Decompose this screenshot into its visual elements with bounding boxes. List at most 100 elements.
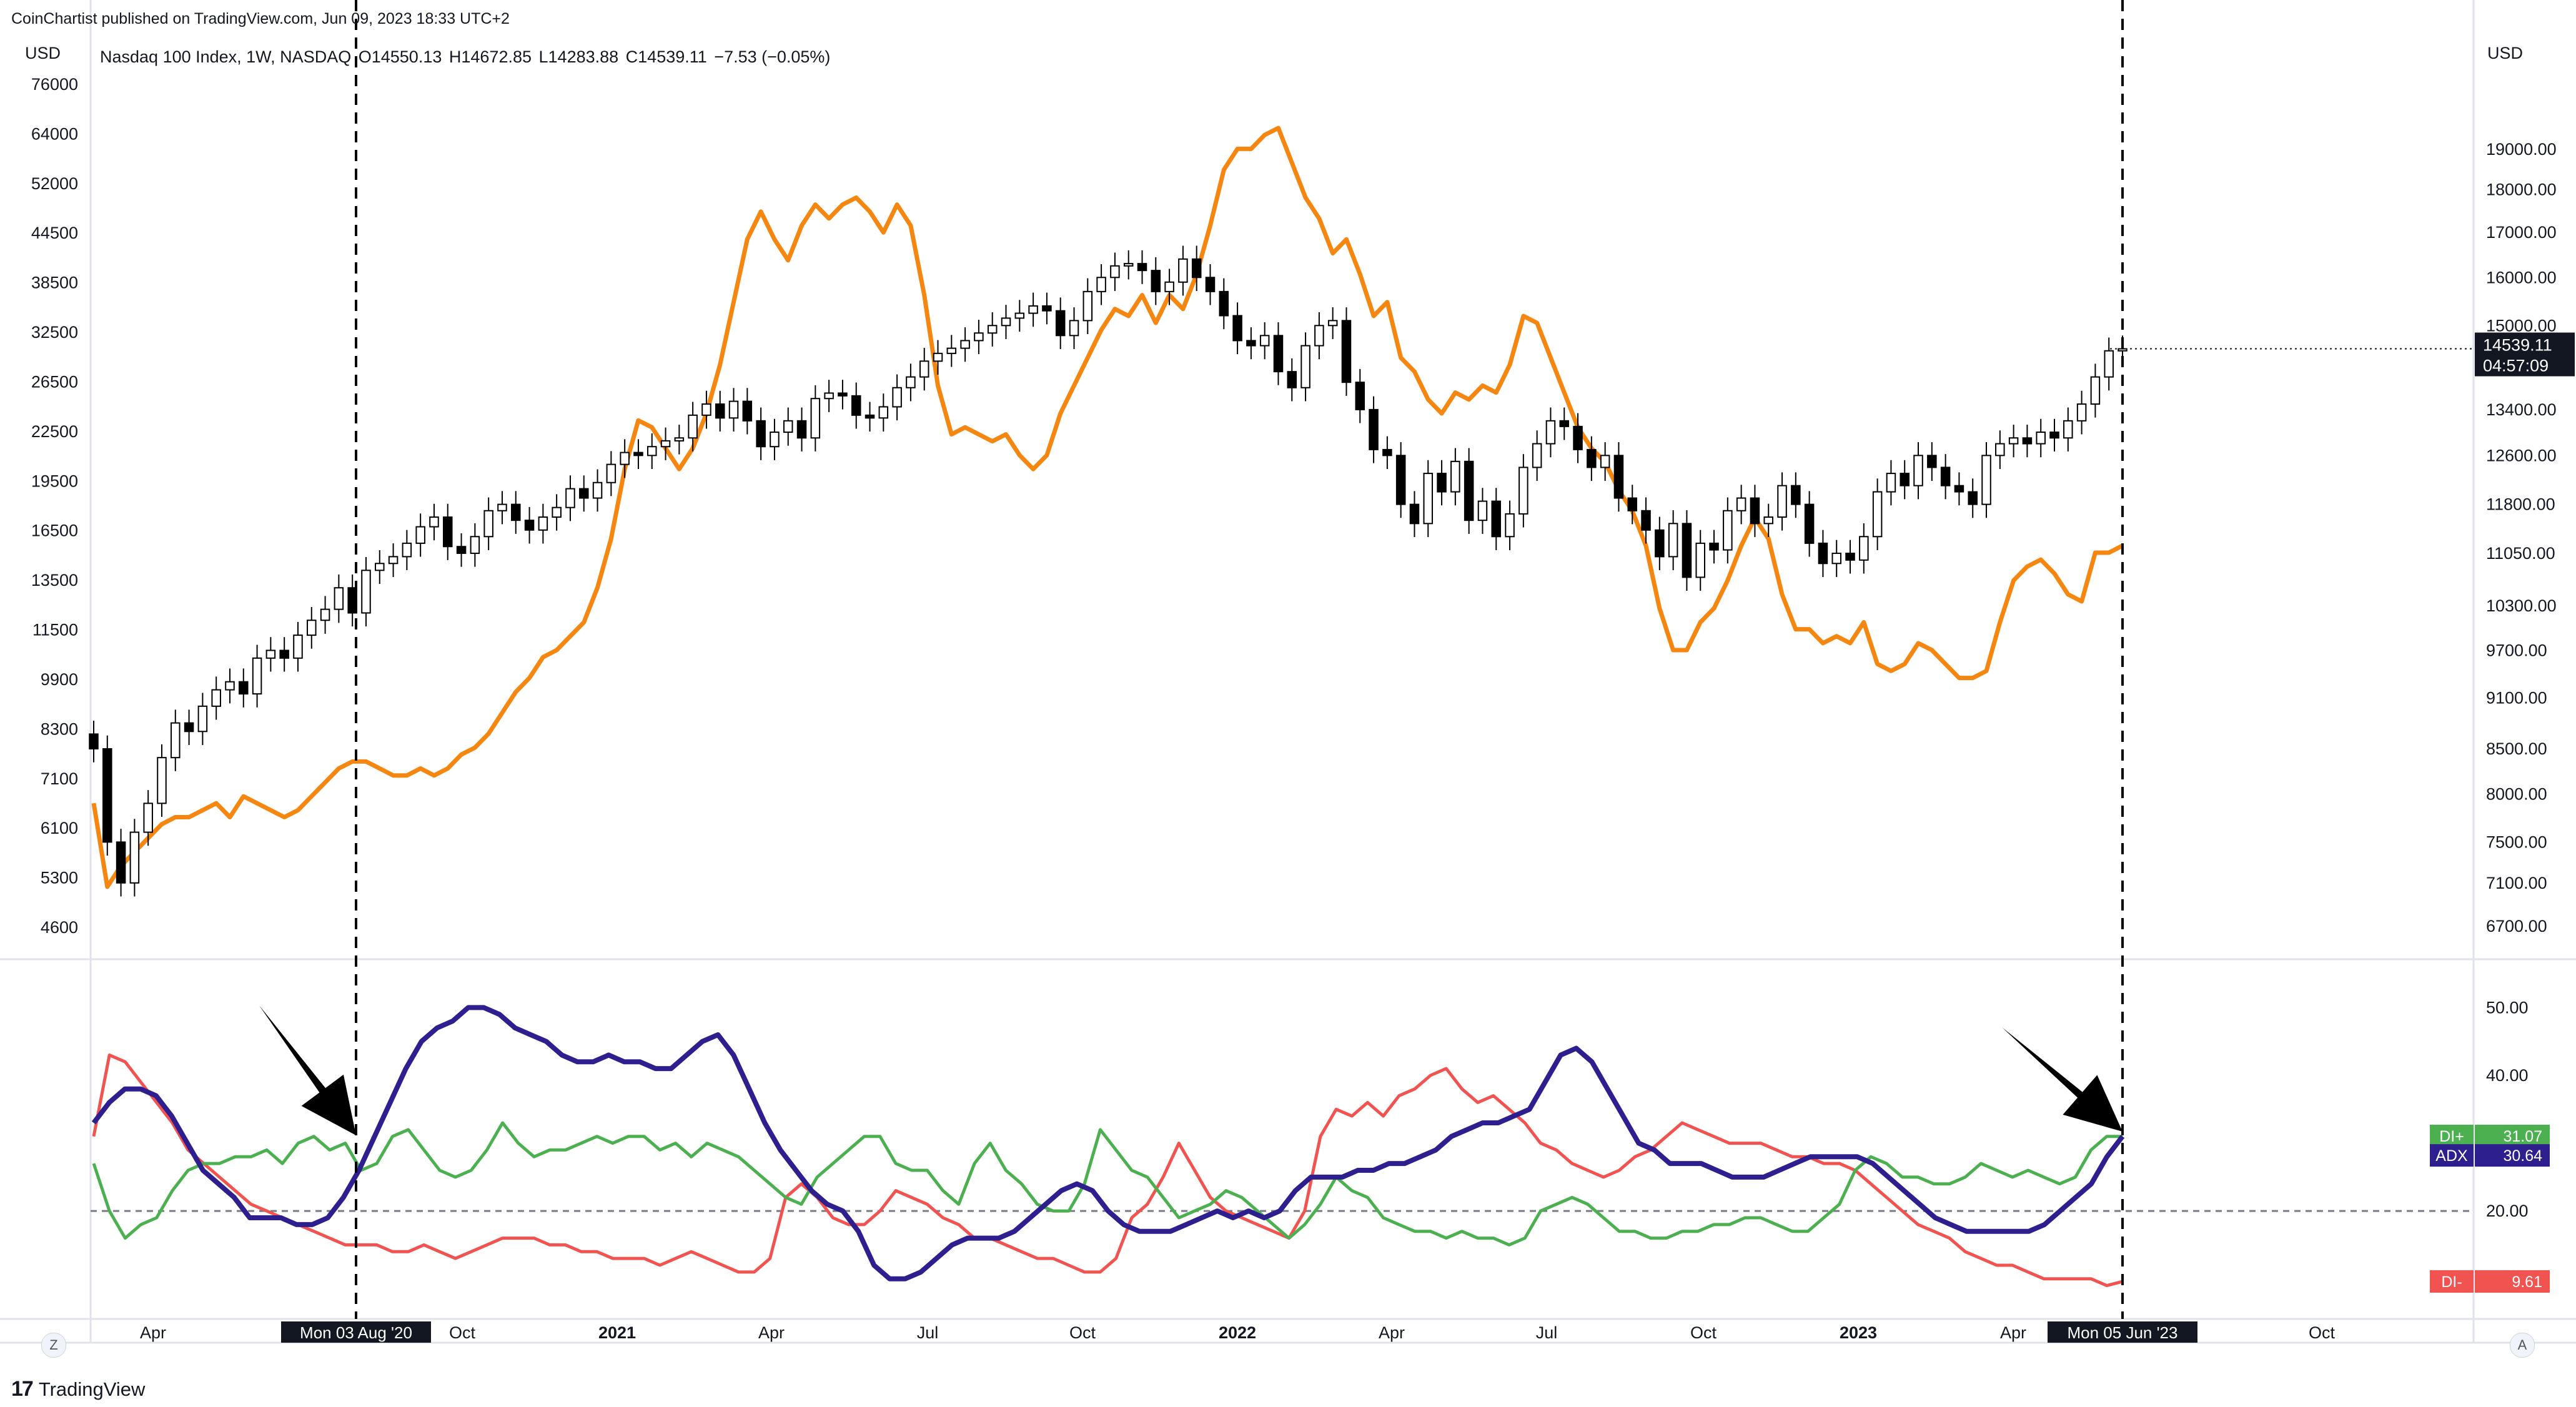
time-axis-year: 2021 <box>598 1323 636 1342</box>
candle-up <box>960 340 970 349</box>
candle-up <box>1259 335 1270 347</box>
candle-up <box>252 657 262 695</box>
candle-down <box>756 420 766 448</box>
candle-down <box>89 733 99 750</box>
candle-up <box>906 376 916 388</box>
candle-down <box>1818 542 1828 565</box>
symbol-title: Nasdaq 100 Index, 1W, NASDAQ <box>100 47 352 66</box>
symbol-legend[interactable]: Nasdaq 100 Index, 1W, NASDAQ O14550.13 H… <box>100 47 833 67</box>
time-axis-month: Apr <box>2000 1323 2026 1342</box>
candle-up <box>552 506 562 518</box>
candle-up <box>1777 485 1787 518</box>
indicator-value-tag-bg <box>2475 1270 2550 1293</box>
candle-up <box>1545 420 1556 445</box>
time-axis-month: Oct <box>1069 1323 1096 1342</box>
candle-up <box>1300 345 1310 388</box>
indicator-name-tag: DI+ <box>2439 1128 2464 1145</box>
candle-up <box>361 570 371 614</box>
time-axis-month: Apr <box>758 1323 785 1342</box>
candle-down <box>456 546 467 554</box>
candle-up <box>974 332 984 342</box>
left-price-tick: 4600 <box>41 918 78 937</box>
candle-up <box>497 503 507 511</box>
time-axis-month: Oct <box>2309 1323 2336 1342</box>
candle-up <box>987 325 998 334</box>
left-price-tick: 8300 <box>41 719 78 738</box>
candle-down <box>1655 529 1665 558</box>
candle-up <box>1505 513 1515 538</box>
tradingview-brand[interactable]: 17 TradingView <box>11 1377 145 1401</box>
right-price-tick: 7500.00 <box>2486 832 2547 851</box>
candle-up <box>565 488 575 508</box>
time-cursor-label: Mon 05 Jun '23 <box>2068 1323 2178 1342</box>
indicator-tick: 40.00 <box>2486 1066 2529 1085</box>
time-axis-month: Apr <box>1379 1323 1405 1342</box>
candle-up <box>2036 432 2046 445</box>
candle-up <box>143 802 153 833</box>
candle-up <box>1723 510 1733 551</box>
right-price-tick: 19000.00 <box>2486 140 2557 159</box>
ohlc-change: −7.53 (−0.05%) <box>714 47 831 66</box>
candle-up <box>402 542 412 558</box>
candle-down <box>1341 320 1352 383</box>
candle-down <box>1042 305 1052 312</box>
candle-down <box>2022 437 2033 445</box>
left-price-tick: 16500 <box>31 521 78 540</box>
candle-down <box>633 452 643 457</box>
axis-layer: 19000.00 18000.00 17000.00 16000.00 15000.00… <box>31 75 2575 1343</box>
candle-up <box>293 634 303 659</box>
candle-up <box>1668 523 1678 558</box>
candle-up <box>171 722 181 759</box>
candle-up <box>375 563 385 571</box>
candle-up <box>1001 317 1011 327</box>
left-price-tick: 32500 <box>31 323 78 342</box>
right-price-tick: 16000.00 <box>2486 268 2557 287</box>
candle-up <box>538 516 548 531</box>
candle-up <box>1014 312 1025 319</box>
candle-up <box>388 556 399 565</box>
indicator-tick: 50.00 <box>2486 998 2529 1017</box>
candle-up <box>429 516 439 528</box>
indicator-value-tag: 9.61 <box>2512 1273 2542 1291</box>
candle-up <box>2008 437 2019 445</box>
right-price-tick: 9100.00 <box>2486 689 2547 708</box>
candle-up <box>2118 348 2128 352</box>
indicator-name-tag: ADX <box>2435 1147 2468 1165</box>
candle-down <box>1205 277 1216 292</box>
time-axis-month: Jul <box>1536 1323 1558 1342</box>
auto-scale-button[interactable]: A <box>2510 1333 2535 1358</box>
candle-up <box>2076 403 2087 422</box>
candle-down <box>1219 290 1229 317</box>
candle-up <box>933 352 943 362</box>
candle-up <box>688 414 698 439</box>
last-price-label-bg <box>2475 332 2575 377</box>
candle-down <box>239 681 249 695</box>
left-price-tick: 76000 <box>31 75 78 94</box>
candle-up <box>892 387 902 408</box>
candle-down <box>184 722 194 733</box>
left-price-tick: 5300 <box>41 869 78 887</box>
candle-up <box>592 481 603 499</box>
right-price-tick: 15000.00 <box>2486 316 2557 335</box>
candle-up <box>1477 500 1488 521</box>
left-price-tick: 9900 <box>41 670 78 689</box>
candle-down <box>1900 473 1910 486</box>
candle-up <box>307 620 317 636</box>
candle-down <box>1968 491 1978 505</box>
candle-up <box>129 831 140 884</box>
candle-up <box>1082 290 1093 322</box>
left-price-tick: 6100 <box>41 819 78 837</box>
candle-up <box>946 347 957 354</box>
left-price-tick: 38500 <box>31 274 78 292</box>
timezone-button[interactable]: Z <box>41 1333 66 1358</box>
candle-up <box>1831 552 1841 565</box>
candle-down <box>1845 552 1855 561</box>
dmi-indicator-layer <box>91 1005 2474 1288</box>
candle-up <box>810 398 821 439</box>
candle-down <box>1151 270 1161 292</box>
right-axis-currency: USD <box>2487 44 2524 62</box>
left-price-tick: 64000 <box>31 124 78 143</box>
candle-up <box>334 587 344 610</box>
ohlc-close: C14539.11 <box>625 47 707 66</box>
